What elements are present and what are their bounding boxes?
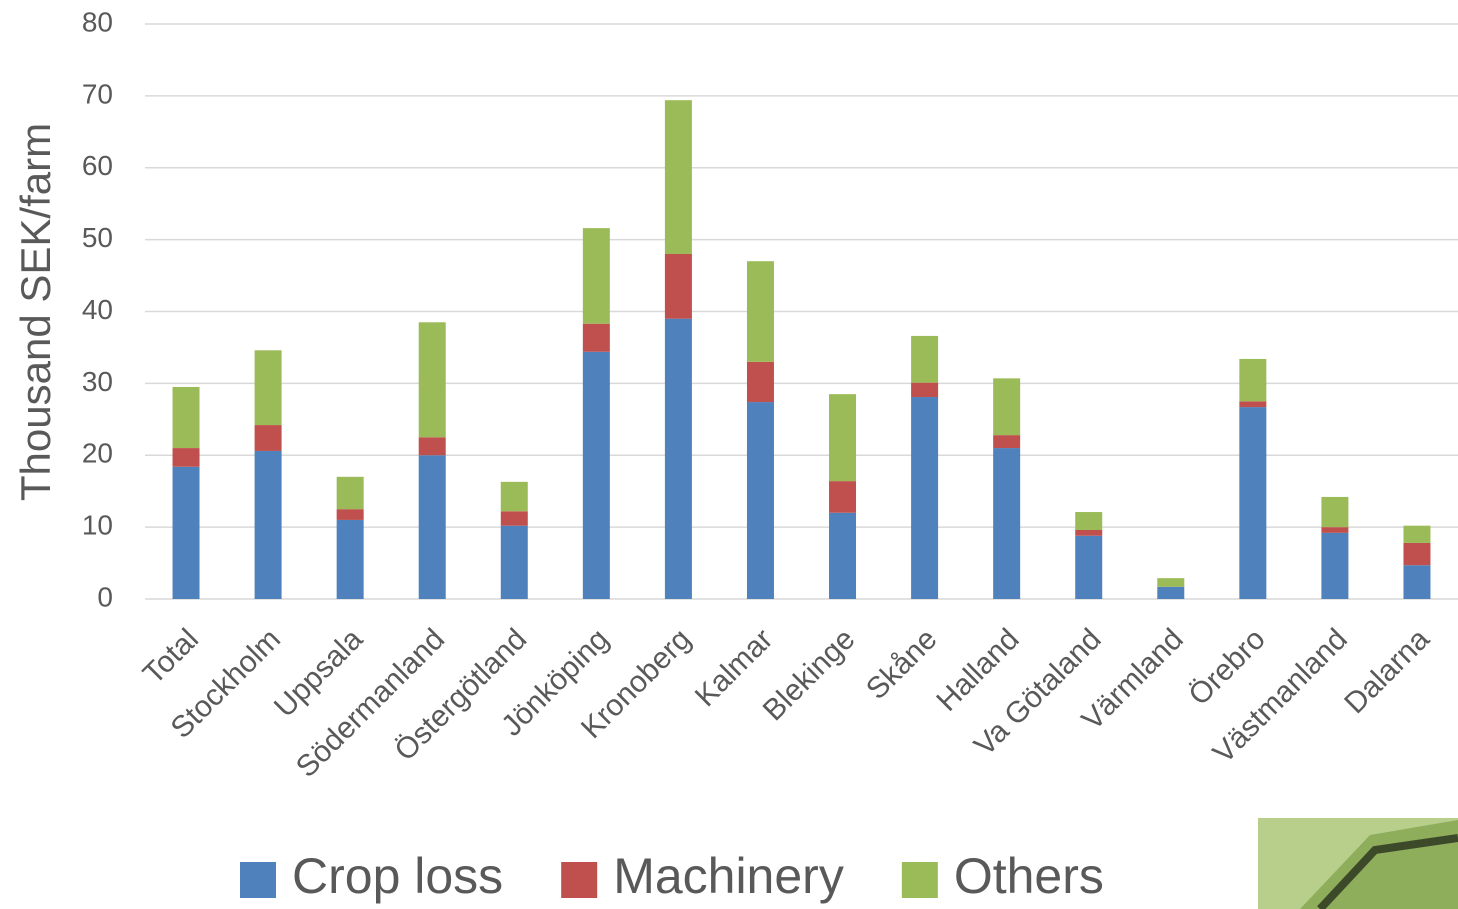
legend-swatch	[240, 862, 276, 898]
y-tick-label: 10	[82, 510, 113, 541]
bar-segment	[1157, 578, 1185, 587]
bar-segment	[1239, 358, 1267, 402]
bar-segment	[500, 481, 528, 512]
legend-label: Others	[954, 848, 1104, 904]
y-tick-label: 30	[82, 366, 113, 397]
decoration	[1258, 818, 1458, 909]
bar-segment	[746, 361, 774, 403]
x-tick-label: Södermanland	[290, 623, 451, 784]
bar-segment	[418, 322, 446, 438]
bar-segment	[1403, 525, 1431, 543]
bar-segment	[1239, 407, 1267, 599]
bar-segment	[1075, 512, 1103, 530]
bar-segment	[1403, 542, 1431, 566]
bar-segment	[829, 512, 857, 599]
bar-segment	[664, 100, 692, 254]
bar-segment	[1075, 535, 1103, 599]
bar-segment	[993, 378, 1021, 436]
bar-segment	[418, 455, 446, 599]
bar-segment	[500, 525, 528, 599]
x-tick-label: Blekinge	[757, 623, 862, 728]
legend-swatch	[561, 862, 598, 898]
bar-segment	[664, 254, 692, 319]
y-tick-label: 20	[82, 438, 113, 469]
legend: Crop loss Machinery Others	[240, 848, 1104, 904]
y-tick-label: 70	[82, 78, 113, 109]
bar-segment	[664, 318, 692, 599]
bar-segment	[172, 448, 200, 467]
bar-segment	[1157, 586, 1185, 599]
bar-segment	[582, 351, 610, 599]
y-tick-label: 50	[82, 222, 113, 253]
bar-segment	[1321, 532, 1349, 599]
y-axis-label: Thousand SEK/farm	[12, 123, 59, 501]
bar-segment	[1075, 530, 1103, 536]
bar-segment	[172, 386, 200, 449]
bar-segment	[1403, 565, 1431, 599]
bar-segment	[582, 228, 610, 324]
bar-segment	[254, 350, 282, 426]
bar-segment	[336, 519, 364, 599]
x-tick-label: Total	[137, 623, 205, 691]
y-tick-label: 80	[82, 6, 113, 37]
legend-swatch	[901, 862, 938, 898]
bar-segment	[911, 382, 939, 398]
bar-segment	[1321, 496, 1349, 528]
bar-segment	[993, 435, 1021, 449]
bar-segment	[746, 261, 774, 362]
y-tick-label: 0	[97, 581, 113, 612]
bar-segment	[829, 394, 857, 482]
bar-segment	[336, 476, 364, 510]
bar-segment	[829, 481, 857, 513]
bar-segment	[418, 437, 446, 456]
bar-segment	[254, 450, 282, 599]
bar-segment	[993, 448, 1021, 599]
bar-segment	[582, 323, 610, 352]
legend-label: Crop loss	[292, 848, 503, 904]
bar-segment	[1239, 401, 1267, 408]
bar-segment	[254, 425, 282, 451]
y-tick-label: 40	[82, 294, 113, 325]
bar-segment	[911, 335, 939, 383]
y-tick-label: 60	[82, 150, 113, 181]
bar-segment	[336, 509, 364, 520]
bar-segment	[1321, 527, 1349, 533]
x-tick-label: Dalarna	[1338, 622, 1436, 720]
legend-label: Machinery	[613, 848, 844, 904]
bar-segment	[500, 511, 528, 526]
bar-segment	[746, 402, 774, 599]
bar-segment	[911, 397, 939, 599]
bar-segment	[172, 466, 200, 599]
